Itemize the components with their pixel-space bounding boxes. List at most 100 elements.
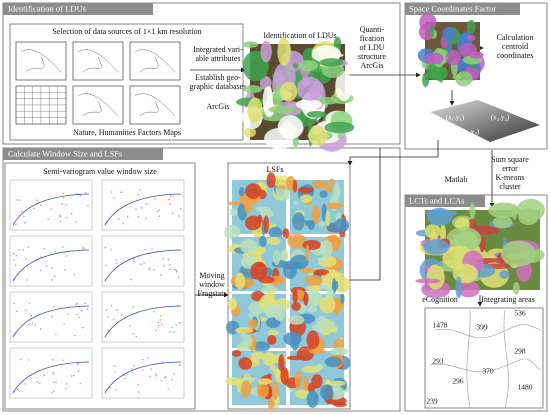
label: Semi-variogram value window size	[43, 167, 157, 176]
map-patch	[245, 215, 262, 231]
label: eCognition	[422, 295, 458, 304]
plot-curve	[104, 305, 182, 338]
plot-point	[28, 302, 31, 305]
map-patch	[306, 330, 320, 350]
plot-point	[155, 374, 158, 377]
label: LSFs	[267, 165, 284, 174]
plot	[101, 347, 185, 399]
plot-point	[52, 371, 55, 374]
plot-point	[110, 191, 113, 193]
plot-point	[123, 374, 126, 377]
map-patch	[240, 238, 258, 254]
surface	[430, 100, 540, 142]
plot-point	[120, 313, 123, 316]
plot-point	[137, 391, 140, 393]
map-patch	[292, 212, 305, 231]
plot-point	[105, 264, 107, 267]
map-patch	[260, 209, 274, 218]
map-patch	[257, 378, 273, 385]
plot-point	[84, 191, 87, 194]
plot-point	[132, 258, 135, 260]
map-patch	[309, 348, 326, 355]
plot-point	[22, 249, 25, 251]
plot-point	[135, 335, 137, 338]
map-patch	[325, 185, 333, 193]
map-patch	[264, 303, 275, 318]
map-patch	[426, 264, 445, 290]
plot-point	[51, 358, 54, 361]
plot-point	[142, 358, 144, 361]
map-patch	[333, 182, 340, 202]
plot-point	[20, 210, 23, 213]
plot-point	[51, 391, 53, 394]
map-patch	[259, 235, 267, 247]
plot-point	[158, 215, 161, 218]
map-patch	[250, 261, 268, 281]
plot-point	[175, 269, 178, 271]
label: fication	[360, 34, 384, 43]
plot-point	[45, 265, 48, 267]
label: graphic databases	[190, 82, 247, 91]
label: Calculation	[497, 33, 534, 42]
map-patch	[457, 281, 480, 298]
map-patch	[292, 288, 298, 304]
map-patch	[304, 275, 323, 286]
plot-point	[179, 322, 181, 324]
map-patch	[442, 26, 456, 41]
label: K-means	[496, 173, 525, 182]
plot-point	[176, 270, 178, 273]
map-patch	[319, 296, 336, 314]
map-patch	[319, 239, 333, 258]
map-patch	[295, 389, 309, 399]
plot-point	[172, 195, 174, 198]
area-label: 293	[432, 357, 444, 366]
map-patch	[469, 202, 476, 219]
panel-header	[3, 3, 153, 15]
map-patch	[332, 383, 341, 393]
map-patch	[469, 51, 484, 59]
plot-point	[18, 199, 21, 201]
plot-point	[148, 268, 150, 271]
plot-point	[145, 203, 148, 205]
plot-point	[27, 323, 30, 326]
map-patch	[307, 382, 316, 393]
plot-point	[171, 212, 174, 215]
plot-point	[130, 368, 133, 370]
map-patch	[267, 330, 280, 336]
map-patch	[306, 288, 320, 308]
map-patch	[273, 250, 281, 266]
plot-point	[34, 324, 36, 326]
map-patch	[318, 220, 326, 227]
plot-point	[150, 368, 153, 370]
map-patch	[271, 381, 279, 401]
plot-point	[30, 315, 33, 317]
plot	[101, 291, 185, 343]
factor-map	[72, 41, 124, 81]
plot-point	[27, 246, 30, 248]
label: Integrating areas	[481, 295, 535, 304]
map-patch	[320, 384, 334, 401]
map-patch	[306, 306, 318, 313]
plot-point	[162, 257, 165, 260]
map-patch	[238, 357, 253, 370]
plot-point	[50, 279, 53, 281]
plot-curve	[104, 249, 182, 282]
plot-point	[140, 206, 143, 209]
plot-point	[65, 387, 68, 390]
factor-map	[129, 85, 181, 125]
map-patch	[329, 320, 335, 330]
map-patch	[273, 368, 281, 376]
map-patch	[335, 70, 353, 102]
map-patch	[266, 373, 272, 378]
map-patch	[243, 197, 253, 214]
plot-point	[120, 191, 122, 194]
plot-curve	[12, 249, 90, 282]
label: structure	[358, 52, 386, 61]
map-patch	[266, 172, 276, 188]
coordinate-label: (x₁,y₁)	[446, 114, 465, 122]
plot-point	[157, 327, 160, 329]
plot	[9, 347, 93, 399]
map-patch	[277, 37, 291, 66]
plot-point	[62, 246, 64, 248]
plot-point	[22, 215, 25, 218]
